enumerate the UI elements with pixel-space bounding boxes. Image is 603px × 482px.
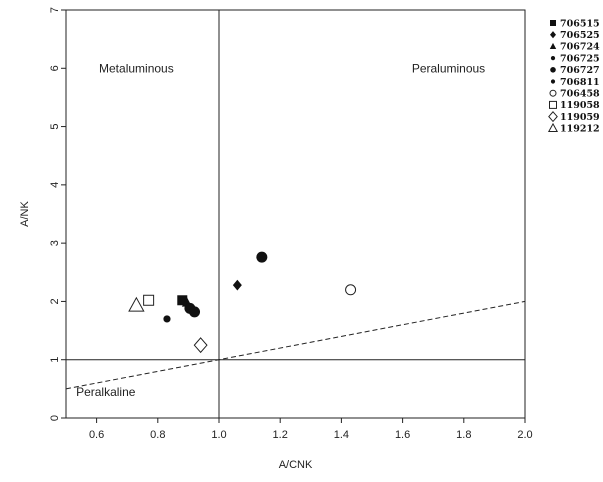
data-point-706458 — [345, 284, 357, 296]
data-point-706727 — [189, 306, 201, 318]
y-tick-label: 5 — [49, 124, 61, 130]
y-tick-label: 0 — [49, 415, 61, 421]
legend-marker-706724 — [549, 42, 557, 49]
legend-marker-706725 — [550, 56, 556, 61]
legend-marker-706458 — [549, 89, 557, 97]
y-tick-label: 1 — [49, 357, 61, 363]
region-labels: Metaluminous Peraluminous Peralkaline — [76, 61, 485, 398]
legend-label-706458: 706458 — [560, 89, 600, 100]
x-tick-label: 1.4 — [334, 429, 349, 441]
data-points — [128, 251, 357, 354]
region-label-peralkaline: Peralkaline — [76, 385, 136, 399]
legend-label-706811: 706811 — [560, 77, 600, 88]
reference-lines — [65, 10, 526, 418]
region-label-metaluminous: Metaluminous — [99, 61, 174, 75]
y-tick-label: 7 — [49, 7, 61, 13]
legend-label-706725: 706725 — [560, 53, 600, 64]
legend-label-119058: 119058 — [560, 100, 600, 111]
legend-label-706515: 706515 — [560, 18, 600, 29]
y-tick-label: 3 — [49, 240, 61, 246]
x-tick-label: 1.2 — [273, 429, 288, 441]
y-tick-label: 2 — [49, 298, 61, 304]
x-axis-title: A/CNK — [279, 459, 313, 471]
y-tick-label: 6 — [49, 65, 61, 71]
legend: 7065157065257067247067257067277068117064… — [547, 18, 600, 135]
plot-frame — [65, 9, 526, 419]
legend-marker-706525 — [550, 31, 556, 39]
legend-label-706525: 706525 — [560, 30, 600, 41]
region-label-peraluminous: Peraluminous — [412, 61, 485, 75]
legend-marker-706811 — [550, 79, 556, 84]
x-tick-label: 1.0 — [211, 429, 226, 441]
y-tick-label: 4 — [49, 182, 61, 188]
x-axis: 0.6 0.8 1.0 1.2 1.4 1.6 1.8 2.0 — [89, 418, 533, 441]
data-point-119212 — [128, 296, 145, 312]
data-point-706525 — [232, 279, 242, 291]
legend-marker-119212 — [547, 122, 559, 132]
legend-marker-119059 — [548, 111, 558, 123]
data-point-706727 — [256, 251, 268, 263]
x-tick-label: 1.8 — [456, 429, 471, 441]
data-point-119059 — [193, 337, 208, 354]
reference-line-dashed — [65, 300, 526, 390]
x-tick-label: 2.0 — [517, 429, 532, 441]
legend-label-119059: 119059 — [560, 112, 600, 123]
x-tick-label: 1.6 — [395, 429, 410, 441]
x-tick-label: 0.8 — [150, 429, 165, 441]
x-tick-label: 0.6 — [89, 429, 104, 441]
data-point-119058 — [143, 294, 155, 306]
legend-marker-706515 — [550, 20, 556, 26]
legend-marker-706727 — [550, 67, 556, 73]
plot-border — [65, 9, 526, 419]
legend-label-706724: 706724 — [560, 42, 600, 53]
y-axis: 0 1 2 3 4 5 6 7 — [49, 7, 66, 421]
data-point-706515 — [177, 295, 188, 306]
data-point-706725 — [163, 315, 171, 323]
legend-marker-119058 — [549, 100, 557, 109]
legend-label-119212: 119212 — [560, 124, 600, 135]
legend-label-706727: 706727 — [560, 65, 600, 76]
y-axis-title: A/NK — [19, 201, 31, 227]
